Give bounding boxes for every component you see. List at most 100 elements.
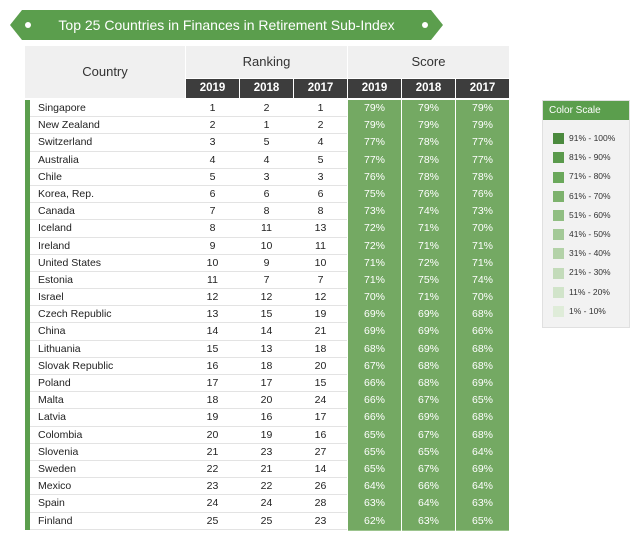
legend-swatch [553, 229, 564, 241]
legend-item: 81% - 90% [553, 151, 611, 164]
country-cell: Poland [38, 377, 71, 389]
country-cell: Finland [38, 514, 73, 527]
legend-item: 1% - 10% [553, 305, 606, 318]
row-divider [30, 459, 347, 461]
row-divider [30, 167, 347, 169]
score-cell-2017: 79% [456, 117, 509, 136]
score-cell-2019: 69% [348, 323, 401, 342]
score-cell-2018: 71% [402, 289, 455, 308]
country-cell: Colombia [38, 428, 83, 441]
country-cell: United States [38, 256, 102, 269]
score-cell-2018: 69% [402, 340, 455, 359]
ranking-year-2017: 2017 [294, 79, 347, 98]
row-accent-bar [25, 100, 30, 118]
legend-item: 71% - 80% [553, 170, 611, 183]
legend-swatch [553, 286, 564, 298]
score-cell-2017: 64% [456, 478, 509, 497]
score-cell-2018: 72% [402, 254, 455, 273]
country-cell: New Zealand [38, 119, 100, 132]
score-cell-2018: 63% [402, 512, 455, 531]
score-cell-2018: 65% [402, 443, 455, 462]
score-cell-2018: 67% [402, 460, 455, 480]
country-cell: Canada [38, 205, 75, 218]
score-cell-2017: 78% [456, 168, 509, 187]
table-row: Malta 18 20 24 66% 67% 65% [25, 392, 509, 411]
rank-cell-2018: 4 [263, 153, 270, 166]
legend-label: 21% - 30% [569, 267, 611, 278]
score-cell-2018: 76% [402, 185, 455, 205]
legend-swatch [553, 210, 564, 222]
row-divider [30, 253, 347, 255]
legend-label: 11% - 20% [569, 286, 610, 297]
country-cell: China [38, 325, 66, 338]
legend-swatch [553, 133, 564, 145]
country-cell: Chile [38, 170, 62, 183]
rank-cell-2017: 23 [314, 514, 327, 527]
score-cell-2019: 65% [348, 443, 401, 462]
row-accent-bar [25, 323, 30, 341]
score-cell-2017: 68% [456, 409, 509, 428]
row-accent-bar [25, 392, 30, 410]
score-cell-2017: 66% [456, 323, 509, 342]
row-accent-bar [25, 271, 30, 290]
row-divider [30, 356, 347, 358]
score-cell-2017: 65% [456, 512, 509, 531]
rank-cell-2018: 9 [263, 256, 270, 269]
rank-cell-2019: 15 [206, 342, 219, 355]
table-row: Australia 4 4 5 77% 78% 77% [25, 151, 509, 170]
rank-cell-2019: 16 [206, 359, 219, 372]
banner-dot-left [25, 22, 31, 28]
country-cell: Switzerland [38, 136, 93, 149]
legend-swatch [553, 152, 564, 164]
rank-cell-2019: 23 [206, 480, 219, 493]
legend-item: 31% - 40% [553, 247, 611, 260]
score-cell-2017: 68% [456, 357, 509, 377]
chart-title: Top 25 Countries in Finances in Retireme… [58, 17, 395, 33]
row-divider [30, 425, 347, 427]
row-divider [30, 391, 347, 393]
rank-cell-2019: 12 [206, 291, 219, 304]
country-cell: Latvia [38, 411, 67, 424]
rank-cell-2019: 17 [206, 377, 219, 389]
rank-cell-2017: 24 [314, 394, 327, 407]
score-cell-2019: 70% [348, 289, 401, 308]
score-cell-2017: 63% [456, 495, 509, 514]
score-cell-2019: 73% [348, 203, 401, 222]
rank-cell-2019: 21 [206, 445, 219, 458]
row-accent-bar [25, 220, 30, 238]
legend-label: 31% - 40% [569, 248, 611, 259]
table-row: Switzerland 3 5 4 77% 78% 77% [25, 134, 509, 153]
score-cell-2019: 62% [348, 512, 401, 531]
row-accent-bar [25, 168, 30, 186]
rank-cell-2018: 18 [260, 359, 273, 372]
score-cell-2018: 79% [402, 100, 455, 119]
legend-swatch [553, 306, 564, 318]
table-row: Slovenia 21 23 27 65% 65% 64% [25, 443, 509, 462]
rank-cell-2019: 14 [206, 325, 219, 338]
rank-cell-2017: 28 [314, 497, 327, 510]
score-cell-2017: 65% [456, 392, 509, 411]
legend-title: Color Scale [543, 101, 629, 120]
rank-cell-2018: 22 [260, 480, 273, 493]
score-cell-2018: 69% [402, 323, 455, 342]
score-cell-2017: 68% [456, 426, 509, 445]
row-accent-bar [25, 185, 30, 204]
row-accent-bar [25, 237, 30, 255]
row-divider [30, 374, 347, 375]
row-divider [30, 442, 347, 444]
row-divider [30, 528, 347, 530]
score-cell-2019: 71% [348, 254, 401, 273]
table-body: Singapore 1 2 1 79% 79% 79% New Zealand 2 1 2 79% 79… [25, 100, 509, 531]
score-year-2019: 2019 [348, 79, 401, 98]
row-accent-bar [25, 478, 30, 496]
row-accent-bar [25, 375, 30, 393]
legend-label: 91% - 100% [569, 133, 616, 143]
legend-swatch [553, 267, 564, 279]
legend-swatch [553, 248, 564, 260]
score-cell-2019: 77% [348, 151, 401, 170]
rank-cell-2018: 13 [260, 342, 273, 355]
banner-dot-right [422, 22, 428, 28]
score-cell-2018: 67% [402, 392, 455, 411]
legend-label: 41% - 50% [569, 229, 611, 239]
country-cell: Mexico [38, 480, 72, 493]
